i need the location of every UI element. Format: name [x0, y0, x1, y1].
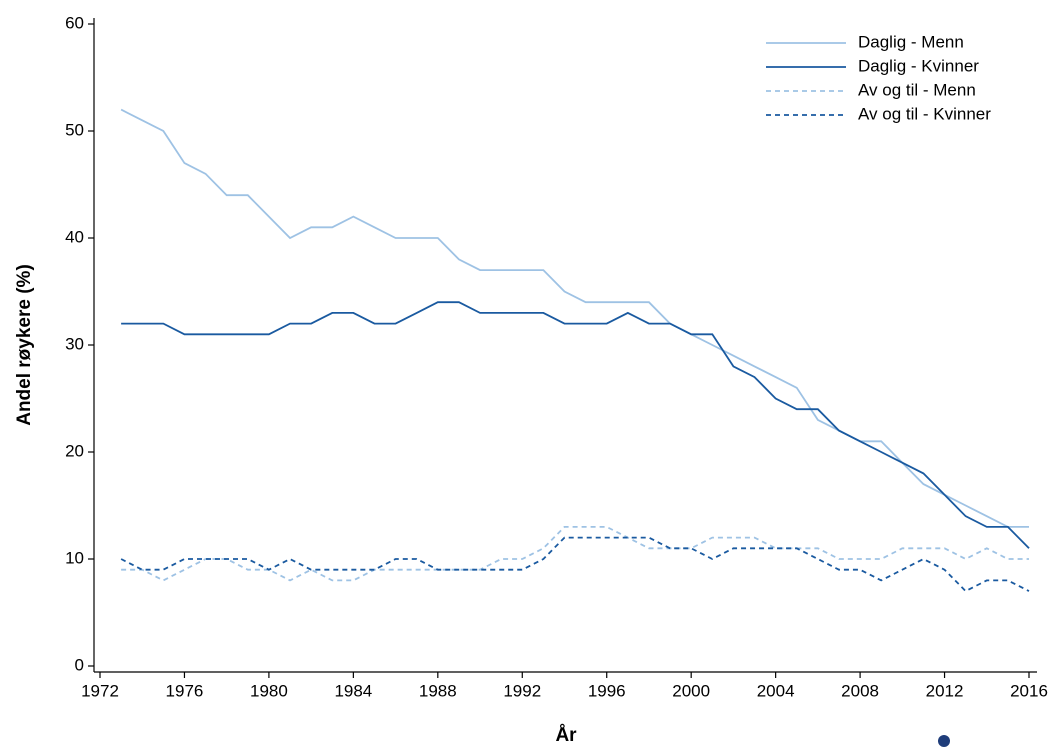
- y-tick-label: 50: [65, 120, 84, 139]
- y-tick-label: 10: [65, 548, 84, 567]
- x-tick-label: 2000: [672, 681, 710, 700]
- y-tick-label: 30: [65, 334, 84, 353]
- series-line: [120, 536, 1030, 593]
- series-line: [121, 526, 1029, 582]
- x-tick-label: 2004: [757, 681, 795, 700]
- x-tick-label: 1996: [588, 681, 626, 700]
- x-tick-label: 1992: [503, 681, 541, 700]
- legend-label: Daglig - Kvinner: [858, 56, 979, 75]
- series-line: [120, 108, 1029, 528]
- y-tick-label: 60: [65, 13, 84, 32]
- x-tick-label: 1972: [81, 681, 119, 700]
- y-tick-label: 40: [65, 227, 84, 246]
- x-tick-label: 2012: [926, 681, 964, 700]
- y-axis-label: Andel røykere (%): [14, 264, 35, 426]
- x-tick-label: 2016: [1010, 681, 1048, 700]
- x-tick-label: 1980: [250, 681, 288, 700]
- legend-label: Daglig - Menn: [858, 32, 964, 51]
- legend-label: Av og til - Menn: [858, 80, 976, 99]
- x-tick-label: 2008: [841, 681, 879, 700]
- x-axis-label: År: [555, 725, 577, 746]
- y-tick-label: 20: [65, 441, 84, 460]
- series-line: [121, 301, 1030, 549]
- x-tick-label: 1988: [419, 681, 457, 700]
- y-tick-label: 0: [75, 655, 84, 674]
- logo-dot: [938, 735, 950, 747]
- x-tick-label: 1976: [166, 681, 204, 700]
- legend-label: Av og til - Kvinner: [858, 104, 991, 123]
- x-tick-label: 1984: [334, 681, 372, 700]
